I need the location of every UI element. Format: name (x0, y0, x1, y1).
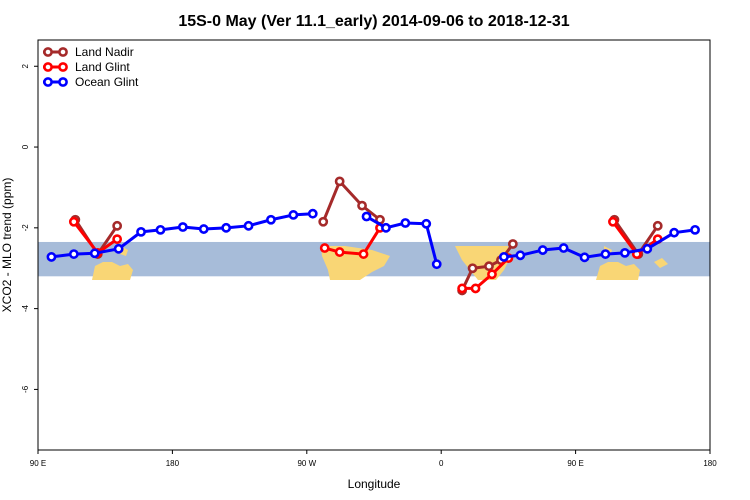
data-point (487, 269, 497, 280)
series-land-nadir (70, 176, 663, 296)
x-tick-label: 90 W (297, 459, 316, 468)
data-point (652, 220, 663, 231)
data-point (457, 283, 468, 294)
legend-marker (43, 77, 53, 87)
legend-marker (58, 62, 68, 72)
data-point (357, 200, 367, 211)
y-tick-label: 2 (21, 63, 30, 68)
data-point (221, 222, 232, 233)
data-point (669, 227, 680, 238)
data-point (421, 218, 432, 229)
x-tick-label: 90 E (567, 459, 583, 468)
data-point (400, 218, 411, 228)
data-point (515, 250, 526, 261)
data-point (690, 224, 700, 235)
y-tick-label: 0 (21, 144, 30, 149)
data-point (68, 249, 79, 259)
x-tick-label: 180 (166, 459, 180, 468)
data-point (113, 243, 124, 254)
data-point (266, 214, 276, 225)
legend-label: Ocean Glint (75, 75, 139, 89)
series-line (321, 179, 381, 223)
land-shape (596, 262, 640, 280)
legend-marker (43, 62, 53, 72)
y-tick-label: -6 (21, 385, 30, 393)
x-tick-label: 90 E (30, 459, 46, 468)
legend-label: Land Nadir (75, 45, 134, 59)
data-point (619, 247, 630, 258)
plot-frame (37, 39, 711, 451)
data-point (470, 283, 481, 294)
legend-item: Ocean Glint (43, 75, 139, 89)
data-point (358, 249, 369, 259)
series-line (462, 257, 510, 290)
data-point (431, 259, 442, 270)
axes: 90 E 180 90 W 0 90 E 180 2 0 -2 -4 -6 (21, 39, 717, 468)
y-tick-label: -2 (21, 224, 30, 232)
x-axis-label: Longitude (348, 477, 401, 491)
series-land-glint (68, 216, 663, 294)
legend-item: Land Nadir (43, 45, 134, 59)
y-axis-label: XCO2 - MLO trend (ppm) (0, 178, 14, 313)
data-point (198, 224, 209, 234)
series-layer (46, 176, 700, 296)
data-point (537, 245, 548, 255)
data-point (334, 176, 345, 187)
data-point (558, 243, 569, 253)
map-band (38, 241, 710, 280)
data-point (318, 216, 329, 227)
legend-item: Land Glint (43, 60, 130, 74)
data-point (46, 252, 57, 262)
data-point (177, 222, 188, 232)
data-point (89, 248, 100, 259)
data-point (467, 263, 478, 274)
chart-title: 15S-0 May (Ver 11.1_early) 2014-09-06 to… (178, 13, 569, 30)
legend-label: Land Glint (75, 60, 130, 74)
data-point (112, 220, 123, 231)
y-tick-label: -4 (21, 305, 30, 313)
data-point (155, 224, 166, 235)
data-point (608, 216, 618, 227)
land-shape (654, 258, 668, 268)
data-point (136, 226, 146, 237)
land-shape (92, 262, 133, 280)
data-point (361, 211, 372, 222)
data-point (600, 249, 611, 259)
legend-marker (58, 77, 68, 87)
data-point (334, 247, 345, 257)
data-point (381, 222, 391, 233)
x-tick-label: 180 (703, 459, 717, 468)
data-point (499, 252, 509, 262)
data-point (307, 208, 318, 219)
data-point (579, 252, 590, 263)
x-tick-label: 0 (439, 459, 444, 468)
data-point (288, 210, 299, 220)
data-point (319, 243, 330, 253)
data-point (642, 243, 653, 254)
data-point (484, 261, 494, 272)
data-point (507, 239, 518, 249)
series-line (503, 228, 696, 259)
legend-marker (43, 47, 53, 57)
series-ocean-glint (46, 208, 700, 270)
data-point (68, 216, 79, 227)
data-point (243, 220, 254, 231)
legend-marker (58, 47, 68, 57)
data-point (112, 234, 123, 245)
series-line (324, 227, 382, 256)
